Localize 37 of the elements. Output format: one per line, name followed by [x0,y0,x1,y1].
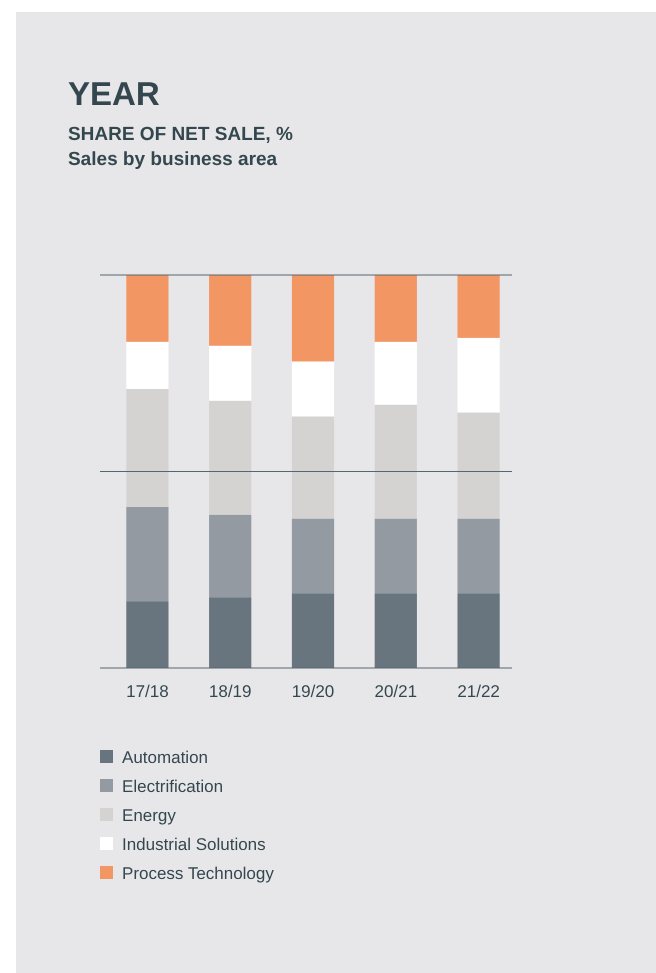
bar [457,275,500,338]
bar [457,412,500,519]
x-tick-label: 18/19 [208,682,252,701]
bar [209,597,252,668]
bar [374,275,417,342]
legend-label: Process Technology [122,864,274,883]
bar [126,342,169,389]
bar [292,593,334,668]
bar [209,514,252,598]
x-tick-label: 21/22 [457,682,500,701]
legend-label: Electrification [122,777,224,796]
bar [292,275,334,362]
bar [374,593,417,668]
bar [126,275,169,342]
bar [374,518,417,594]
bar [209,400,252,515]
bar [292,361,334,416]
chart-title: YEAR [68,75,160,112]
bar [292,518,334,594]
legend-label: Industrial Solutions [122,835,266,854]
bar [209,346,252,401]
bar [292,416,334,519]
bar [126,601,169,668]
bar [126,388,169,507]
legend-label: Automation [122,748,208,767]
bar [209,275,252,346]
bar [457,593,500,668]
chart-subtitle: SHARE OF NET SALE, % Sales by business area [68,124,293,170]
bar [457,518,500,594]
bar [374,404,417,519]
legend-label: Energy [122,806,176,825]
x-tick-label: 17/18 [126,682,169,701]
bar [457,338,500,413]
x-tick-label: 19/20 [292,682,334,701]
bar [126,506,169,602]
x-tick-label: 20/21 [374,682,418,701]
bar [374,342,417,405]
